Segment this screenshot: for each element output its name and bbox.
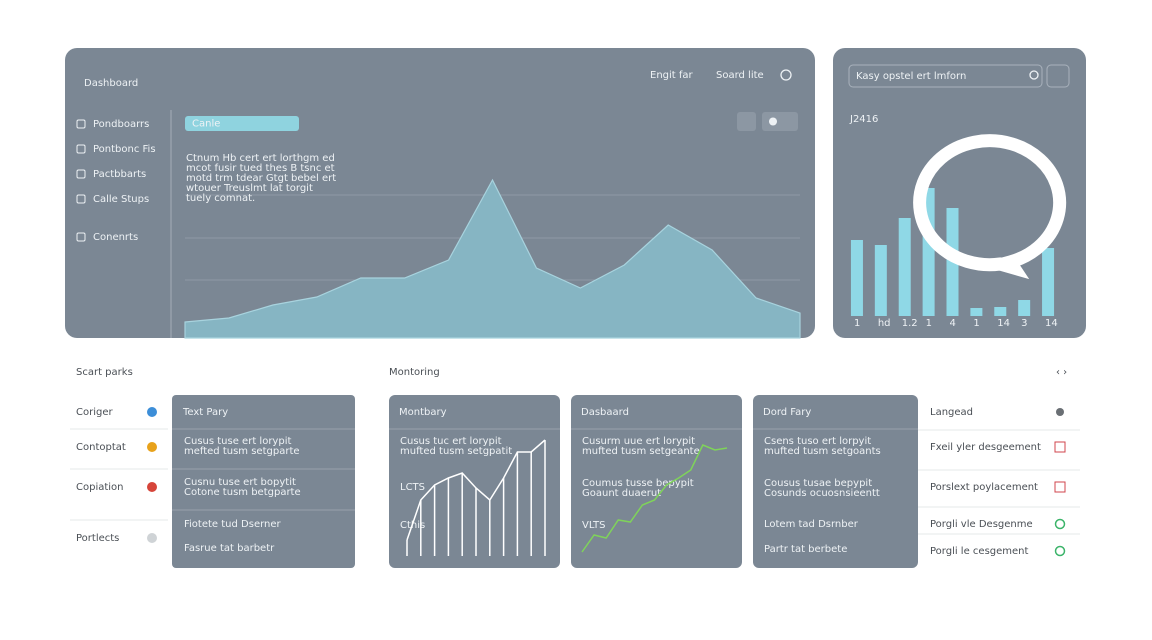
item-icon	[147, 442, 157, 452]
x-tick-label: hd	[878, 318, 891, 329]
paragraph-line: wtouer Treuslmt lat torgit	[186, 183, 313, 194]
paragraph-line: tuely comnat.	[186, 193, 255, 204]
list-icon	[1056, 408, 1064, 416]
x-tick-label: 1	[926, 318, 932, 329]
card-line: Coumus tusse bepypit	[582, 478, 694, 489]
search-icon[interactable]	[1029, 70, 1039, 80]
list-item[interactable]: Fxeil yler desgeement	[930, 442, 1041, 453]
ring-overlay	[913, 134, 1067, 280]
line	[581, 444, 728, 553]
paragraph-line: mcot fusir tued thes B tsnc et	[186, 163, 335, 174]
clock-icon[interactable]	[780, 69, 792, 81]
side-panel	[833, 48, 1086, 338]
status-icon	[1054, 481, 1066, 493]
bar	[994, 307, 1007, 316]
list-title: Langead	[930, 407, 973, 418]
card-line: Fiotete tud Dserner	[184, 519, 282, 530]
card-line: Goaunt duaerut	[582, 488, 661, 499]
nav-item[interactable]: Pactbbarts	[93, 169, 146, 180]
nav-item[interactable]: Pondboarrs	[93, 119, 149, 130]
icon-button[interactable]	[737, 112, 756, 131]
search-box[interactable]	[848, 64, 1043, 88]
nav-icon	[76, 119, 86, 129]
x-tick-label: 1	[854, 318, 860, 329]
page-title: Dashboard	[84, 78, 138, 89]
icon-button[interactable]	[762, 112, 798, 131]
card-line: mefted tusm setgparte	[184, 446, 300, 457]
x-tick-label: 14	[997, 318, 1010, 329]
status-icon	[1054, 518, 1066, 530]
x-tick-label: 1	[973, 318, 979, 329]
paragraph-line: Ctnum Hb cert ert lorthgm ed	[186, 153, 335, 164]
list-item[interactable]: Contoptat	[76, 442, 126, 453]
card-title: Text Pary	[182, 407, 228, 418]
card-line: mufted tusm setgpatit	[400, 446, 512, 457]
pager-arrows[interactable]: ‹ ›	[1056, 367, 1067, 378]
section-title: Montoring	[389, 367, 440, 378]
tag[interactable]	[185, 116, 299, 131]
text-card	[172, 395, 355, 568]
item-icon	[147, 482, 157, 492]
area	[184, 178, 801, 339]
card-line: Cusnu tuse ert bopytit	[184, 477, 296, 488]
card-title: Dasbaard	[581, 407, 629, 418]
icon	[769, 117, 777, 126]
card-line: mufted tusm setgeante	[582, 446, 700, 457]
bar	[1018, 300, 1031, 316]
card-line: Cotone tusm betgparte	[184, 487, 301, 498]
list-item[interactable]: Porgli le cesgement	[930, 546, 1029, 557]
x-tick-label: 14	[1045, 318, 1058, 329]
x-tick-label: 4	[950, 318, 956, 329]
nav-icon	[76, 144, 86, 154]
filter-button[interactable]	[1046, 64, 1070, 88]
card-line: mufted tusm setgoants	[764, 446, 881, 457]
nav-icon	[76, 169, 86, 179]
card-line: VLTS	[582, 520, 606, 531]
x-tick-label: 1.2	[902, 318, 918, 329]
bar	[970, 308, 983, 316]
bar	[1042, 248, 1055, 316]
search-placeholder[interactable]: Kasy opstel ert lmforn	[856, 71, 966, 82]
section-title: Scart parks	[76, 367, 133, 378]
card-line: Lotem tad Dsrnber	[764, 519, 859, 530]
list-item[interactable]: Coriger	[76, 407, 113, 418]
card-line: LCTS	[400, 482, 425, 493]
paragraph-line: motd trm tdear Gtgt bebel ert	[186, 173, 336, 184]
status-icon	[1054, 441, 1066, 453]
item-icon	[147, 407, 157, 417]
list-item[interactable]: Copiation	[76, 482, 124, 493]
bar	[850, 240, 863, 316]
x-tick-label: 3	[1021, 318, 1027, 329]
nav-item[interactable]: Pontbonc Fis	[93, 144, 156, 155]
card-line: Csens tuso ert lorpyit	[764, 436, 871, 447]
header-menu[interactable]: Soard lite	[716, 70, 764, 81]
tag-label: Canle	[192, 119, 220, 130]
card-line: Cusus tuc ert lorypit	[400, 436, 502, 447]
card-line: Partr tat berbete	[764, 544, 847, 555]
nav-item[interactable]: Conenrts	[93, 232, 138, 243]
step-line	[406, 439, 546, 541]
monitor-card	[753, 395, 918, 568]
stat-value: J2416	[849, 114, 878, 125]
card-title: Dord Fary	[763, 407, 811, 418]
nav-icon	[76, 194, 86, 204]
nav-icon	[76, 232, 86, 242]
card-line: Cousus tusae bepypit	[764, 478, 872, 489]
card-line: Cusurm uue ert lorypit	[582, 436, 695, 447]
status-icon	[1054, 545, 1066, 557]
card-line: Fasrue tat barbetr	[184, 543, 275, 554]
card-title: Montbary	[399, 407, 447, 418]
list-item[interactable]: Porgli vle Desgenme	[930, 519, 1033, 530]
list-item[interactable]: Porslext poylacement	[930, 482, 1038, 493]
bar	[874, 245, 887, 316]
card-line: Cusus tuse ert lorypit	[184, 436, 291, 447]
header-menu[interactable]: Engit far	[650, 70, 694, 81]
bar	[898, 218, 911, 316]
list-item[interactable]: Portlects	[76, 533, 119, 544]
card-line: Cosunds ocuosnsieentt	[764, 488, 880, 499]
monitor-card	[571, 395, 742, 568]
item-icon	[147, 533, 157, 543]
nav-item[interactable]: Calle Stups	[93, 194, 149, 205]
